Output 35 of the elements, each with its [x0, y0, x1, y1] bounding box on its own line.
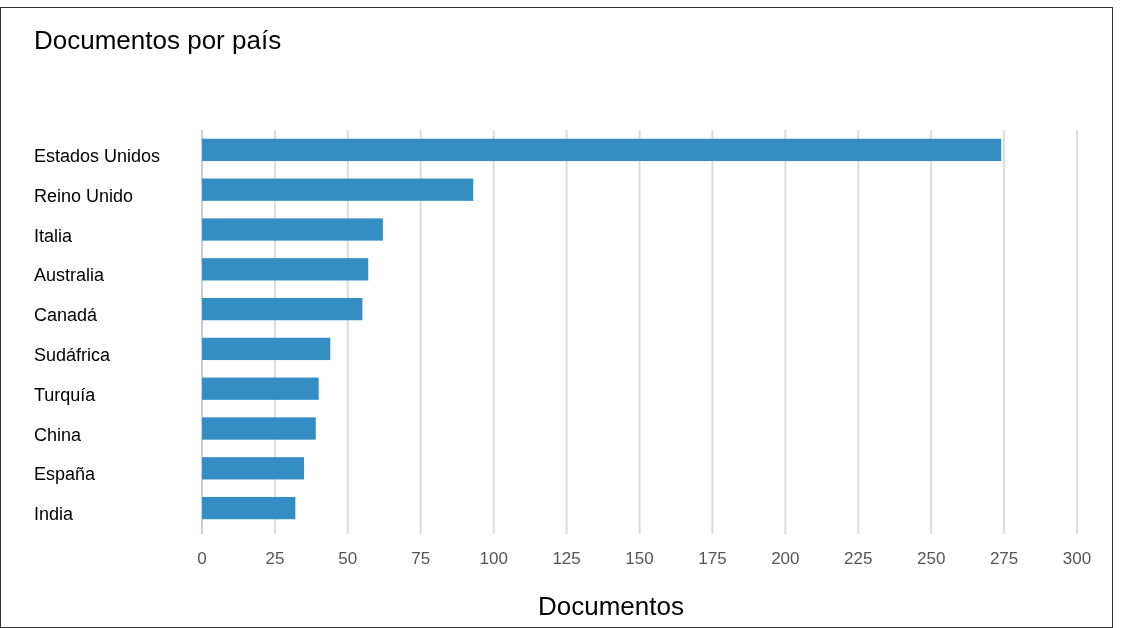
bar: [202, 258, 369, 281]
y-tick-label: India: [34, 504, 75, 525]
x-tick-label: 300: [1062, 549, 1092, 568]
x-tick-label: 225: [844, 549, 873, 568]
x-tick-label: 0: [197, 549, 207, 568]
x-tick-label: 175: [698, 549, 727, 568]
y-tick-label: Italia: [34, 225, 74, 246]
x-tick-label: 200: [771, 549, 800, 568]
x-tick-label: 125: [552, 549, 581, 568]
bar: [202, 496, 296, 520]
y-tick-label: Australia: [34, 265, 106, 286]
x-axis-title: Documentos: [538, 591, 684, 621]
x-tick-label: 275: [989, 549, 1019, 568]
bar: [202, 138, 1002, 162]
y-tick-label: China: [34, 424, 83, 445]
chart-title: Documentos por país: [34, 25, 282, 55]
y-tick-label: Turquía: [34, 384, 97, 405]
y-tick-label: Canadá: [34, 305, 99, 326]
bar: [202, 178, 474, 201]
x-tick-label: 250: [916, 549, 946, 568]
y-tick-label: Estados Unidos: [34, 145, 161, 166]
y-tick-label: España: [34, 464, 97, 485]
y-tick-label: Sudáfrica: [34, 344, 112, 365]
x-tick-label: 100: [479, 549, 508, 568]
x-tick-label: 25: [265, 549, 285, 568]
x-tick-label: 50: [338, 549, 358, 568]
bar: [202, 457, 305, 480]
bar: [202, 218, 383, 241]
x-tick-label: 75: [411, 549, 431, 568]
bar: [202, 377, 319, 400]
y-tick-label: Reino Unido: [34, 185, 134, 206]
bar: [202, 297, 363, 321]
x-tick-label: 150: [625, 549, 654, 568]
bar: [202, 337, 331, 361]
bar: [202, 417, 316, 440]
